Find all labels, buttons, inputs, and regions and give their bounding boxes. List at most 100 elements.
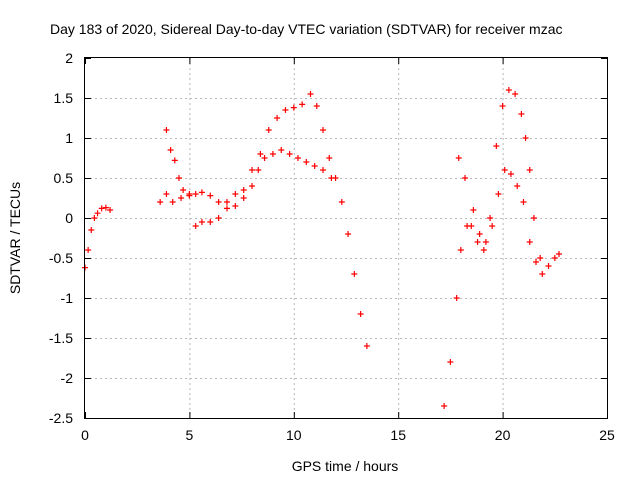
y-tick-label: 0.5: [54, 170, 74, 186]
data-point: [91, 215, 98, 221]
data-point: [207, 219, 214, 225]
x-tick-label: 5: [186, 427, 194, 443]
data-point: [303, 159, 310, 165]
data-point: [313, 103, 320, 109]
data-point: [198, 189, 205, 196]
x-tick-label: 25: [599, 427, 615, 443]
data-point: [468, 223, 475, 229]
data-point: [215, 199, 222, 205]
data-point: [320, 127, 327, 133]
y-tick-label: -0.5: [49, 250, 73, 266]
data-point: [555, 251, 562, 257]
data-point: [192, 191, 199, 197]
data-point: [278, 147, 285, 153]
x-axis-label: GPS time / hours: [292, 458, 399, 474]
x-tick-label: 15: [390, 427, 406, 443]
data-point: [489, 223, 496, 229]
data-point: [163, 127, 170, 133]
data-point: [232, 203, 239, 209]
x-tick-label: 20: [495, 427, 511, 443]
data-point: [351, 271, 358, 277]
data-point: [526, 239, 533, 245]
data-point: [198, 219, 205, 225]
y-axis-label: SDTVAR / TECUs: [7, 182, 23, 294]
data-point: [286, 151, 293, 157]
data-point: [447, 359, 454, 365]
data-point: [533, 259, 540, 265]
data-point: [526, 167, 533, 173]
data-point: [265, 127, 272, 133]
data-point: [180, 187, 187, 193]
data-point: [255, 167, 262, 173]
data-point: [94, 210, 101, 217]
series-arc-3-lower: [455, 87, 544, 261]
data-point: [307, 91, 314, 97]
data-point: [175, 175, 182, 181]
y-tick-label: -2.5: [49, 410, 73, 426]
series-arc-2-lower: [157, 91, 370, 349]
data-point: [537, 255, 544, 261]
data-point: [299, 101, 306, 108]
data-point: [257, 151, 264, 157]
data-point: [163, 191, 170, 197]
x-tick-label: 0: [81, 427, 89, 443]
data-point: [363, 343, 370, 349]
data-point: [215, 215, 222, 221]
data-point: [107, 207, 114, 213]
data-point: [320, 167, 327, 173]
data-point: [530, 215, 537, 221]
data-point: [269, 151, 276, 157]
data-point: [522, 135, 529, 141]
data-point: [495, 191, 502, 197]
data-point: [157, 199, 164, 205]
data-point: [171, 157, 178, 164]
data-point: [261, 155, 268, 161]
x-tick-label: 10: [286, 427, 302, 443]
data-point: [512, 91, 519, 97]
data-point: [501, 167, 508, 173]
data-point: [249, 167, 256, 173]
plot-frame: [84, 57, 608, 419]
axes: 0 5 10 15 20 25 -2.5 -2 -1.5 -1 -0.5 0 0.5 1 1.5 2: [49, 50, 615, 443]
data-points: [82, 87, 562, 409]
data-point: [178, 195, 185, 201]
data-point: [192, 223, 199, 229]
data-point: [455, 155, 462, 161]
series-arc-3-upper: [441, 167, 562, 409]
data-point: [345, 231, 352, 237]
grid-lines: [85, 58, 607, 418]
series-arc-1: [82, 204, 114, 271]
data-point: [357, 311, 364, 317]
data-point: [274, 115, 281, 121]
data-point: [85, 247, 92, 253]
data-point: [474, 239, 481, 245]
data-point: [223, 199, 230, 205]
y-tick-label: -2: [61, 370, 74, 386]
data-point: [539, 271, 546, 277]
data-point: [167, 147, 174, 153]
y-tick-label: 2: [65, 50, 73, 66]
data-point: [98, 205, 105, 212]
data-point: [326, 155, 333, 161]
data-point: [482, 239, 489, 245]
data-point: [520, 199, 527, 205]
data-point: [240, 195, 247, 201]
data-point: [457, 247, 464, 253]
data-point: [493, 143, 500, 149]
data-point: [518, 111, 525, 117]
series-arc-2-upper: [163, 127, 335, 212]
data-point: [514, 183, 521, 189]
data-point: [462, 175, 469, 181]
y-tick-label: 0: [65, 210, 73, 226]
y-tick-label: 1.5: [54, 90, 74, 106]
data-point: [499, 103, 506, 109]
data-point: [480, 247, 487, 253]
data-point: [311, 163, 318, 169]
data-point: [169, 199, 176, 205]
data-point: [294, 155, 301, 161]
data-point: [249, 183, 256, 189]
data-point: [338, 199, 345, 205]
data-point: [470, 207, 477, 213]
y-tick-label: -1.5: [49, 330, 73, 346]
data-point: [545, 263, 552, 269]
